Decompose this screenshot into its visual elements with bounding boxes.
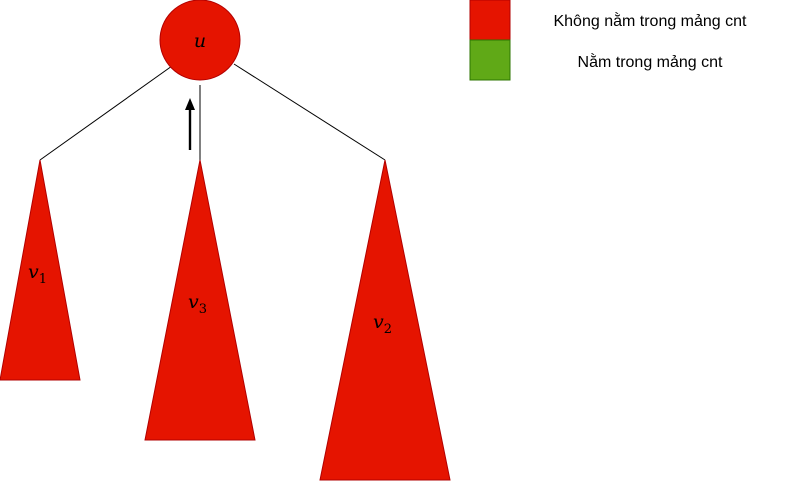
- subtree-v3-label: v3: [188, 291, 207, 317]
- subtree-v2-label: v2: [373, 311, 392, 337]
- root-node-u: [159, 0, 241, 81]
- subtree-v2: [319, 159, 451, 481]
- root-node-label: u: [194, 30, 206, 52]
- legend-label-in-cnt: Nằm trong mảng cnt: [578, 52, 724, 71]
- legend-swatch-not-in-cnt: [469, 0, 511, 41]
- subtree-v1: [0, 159, 81, 381]
- legend-label-not-in-cnt: Không nằm trong mảng cnt: [553, 11, 747, 30]
- legend: Không nằm trong mảng cnt Nằm trong mảng …: [469, 0, 747, 81]
- legend-swatch-in-cnt: [469, 39, 511, 81]
- subtree-v3: [144, 159, 256, 441]
- edge-u-v1: [39, 65, 173, 161]
- subtree-v1-label: v1: [28, 261, 47, 287]
- edge-u-v2: [233, 63, 386, 161]
- up-arrow-head: [185, 98, 195, 110]
